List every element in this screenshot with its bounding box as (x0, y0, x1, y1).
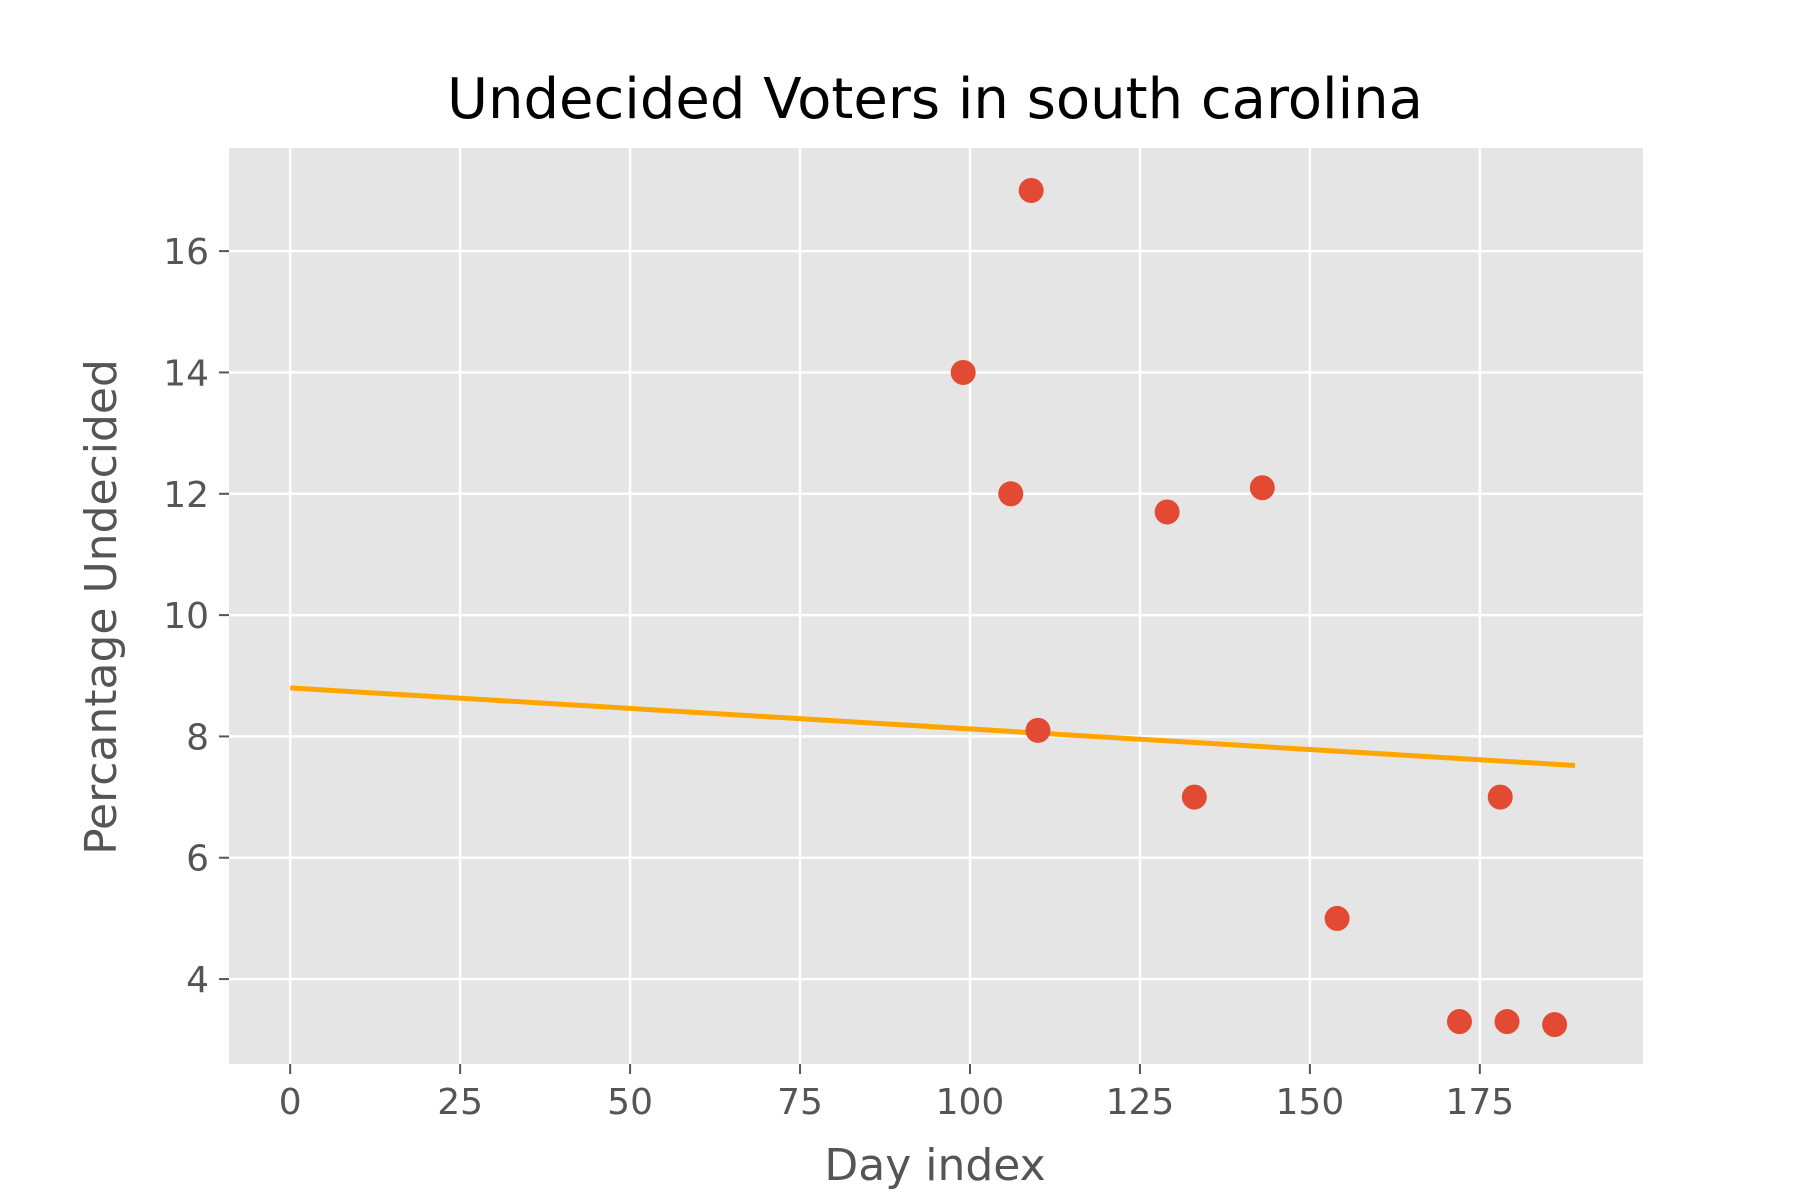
scatter-point (950, 359, 976, 385)
grid-lines (229, 148, 1643, 1064)
y-tick-label: 6 (186, 839, 209, 880)
scatter-point (1494, 1009, 1520, 1035)
x-tick-label: 125 (1106, 1082, 1175, 1123)
scatter-point (998, 481, 1024, 507)
x-tick-label: 0 (279, 1082, 302, 1123)
scatter-point (1025, 717, 1051, 743)
chart-title: Undecided Voters in south carolina (447, 67, 1423, 132)
data-points-layer (950, 177, 1568, 1038)
x-tick-label: 175 (1445, 1082, 1514, 1123)
scatter-point (1446, 1009, 1472, 1035)
y-tick-label: 8 (186, 717, 209, 758)
scatter-point (1181, 784, 1207, 810)
plot-area (229, 148, 1643, 1064)
scatter-point (1154, 499, 1180, 525)
x-tick-label: 50 (607, 1082, 653, 1123)
y-tick-label: 12 (163, 475, 209, 516)
x-tick-label: 100 (936, 1082, 1005, 1123)
scatter-point (1324, 905, 1350, 931)
x-tick-label: 150 (1276, 1082, 1345, 1123)
y-axis-label: Percantage Undecided (76, 359, 127, 855)
x-axis-label: Day index (824, 1140, 1045, 1191)
tick-labels: 0 25 50 75 100 125 150 175 4 6 8 10 12 14 16 (163, 232, 1514, 1123)
scatter-point (1542, 1012, 1568, 1038)
y-tick-label: 14 (163, 353, 209, 394)
trend-line (290, 685, 1576, 768)
x-tick-label: 25 (437, 1082, 483, 1123)
tick-marks (219, 250, 1481, 1074)
scatter-point (1018, 177, 1044, 203)
y-tick-label: 4 (186, 960, 209, 1001)
y-tick-label: 16 (163, 232, 209, 273)
scatter-point (1249, 475, 1275, 501)
y-tick-label: 10 (163, 596, 209, 637)
scatter-point (1487, 784, 1513, 810)
x-tick-label: 75 (777, 1082, 823, 1123)
trend-line-layer (290, 685, 1576, 768)
